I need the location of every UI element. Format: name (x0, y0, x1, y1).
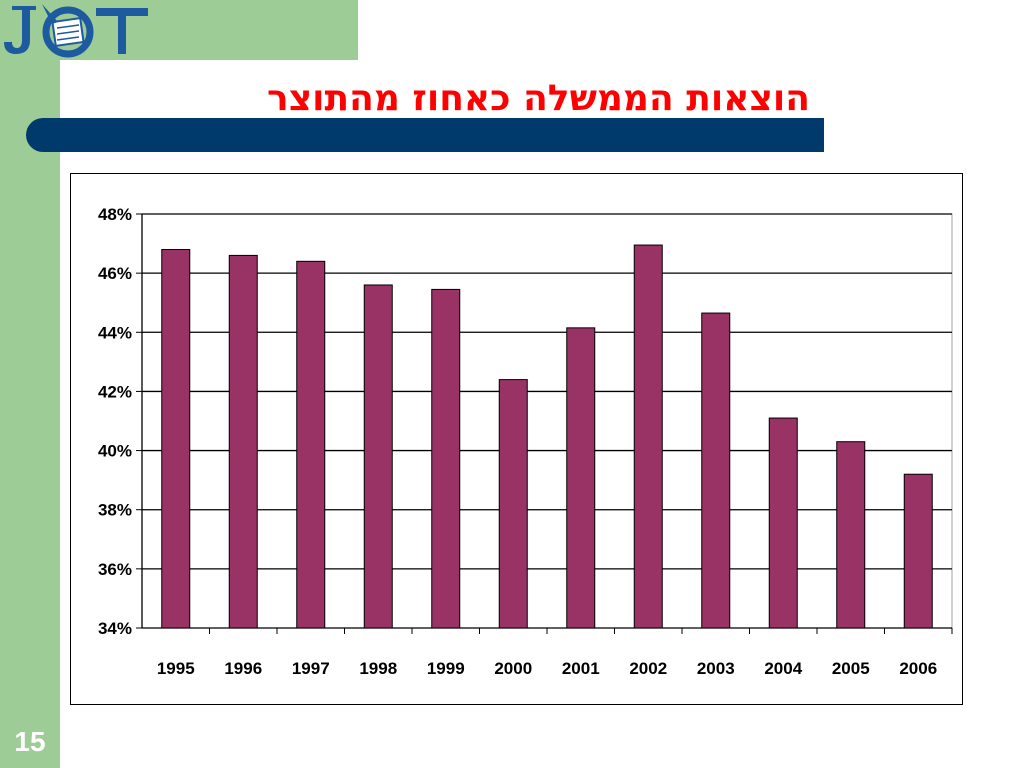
title-underline-bar (26, 118, 824, 152)
bar-2004 (768, 417, 798, 629)
x-tick-label: 1995 (157, 659, 195, 678)
y-tick-label: 36% (98, 560, 132, 579)
bar-1997 (296, 260, 326, 629)
y-tick-label: 42% (98, 382, 132, 401)
bar-1998 (363, 284, 393, 629)
y-tick-label: 34% (98, 619, 132, 638)
slide-title: הוצאות הממשלה כאחוז מהתוצר (266, 78, 810, 119)
x-tick-label: 1999 (427, 659, 465, 678)
x-tick-label: 2003 (697, 659, 735, 678)
y-tick-label: 44% (98, 323, 132, 342)
x-tick-label: 2000 (494, 659, 532, 678)
bar-1995 (161, 248, 191, 629)
bar-2001 (566, 327, 596, 629)
bar-2002 (633, 244, 663, 629)
page-number: 15 (14, 726, 46, 757)
y-tick-label: 48% (98, 205, 132, 224)
x-tick-label: 1998 (359, 659, 397, 678)
y-tick-label: 40% (98, 442, 132, 461)
x-tick-label: 2004 (764, 659, 802, 678)
x-tick-label: 2006 (899, 659, 937, 678)
y-tick-label: 38% (98, 501, 132, 520)
bar-1996 (228, 254, 258, 629)
x-tick-label: 2001 (562, 659, 600, 678)
x-tick-label: 2002 (629, 659, 667, 678)
bar-1999 (431, 288, 461, 629)
bar-2006 (903, 473, 933, 629)
y-tick-label: 46% (98, 264, 132, 283)
bar-2000 (498, 379, 528, 629)
jct-logo (4, 4, 148, 58)
plot-area (141, 213, 953, 629)
x-tick-label: 1997 (292, 659, 330, 678)
x-tick-label: 2005 (832, 659, 870, 678)
bar-2005 (836, 441, 866, 629)
bar-2003 (701, 312, 731, 629)
x-tick-label: 1996 (224, 659, 262, 678)
